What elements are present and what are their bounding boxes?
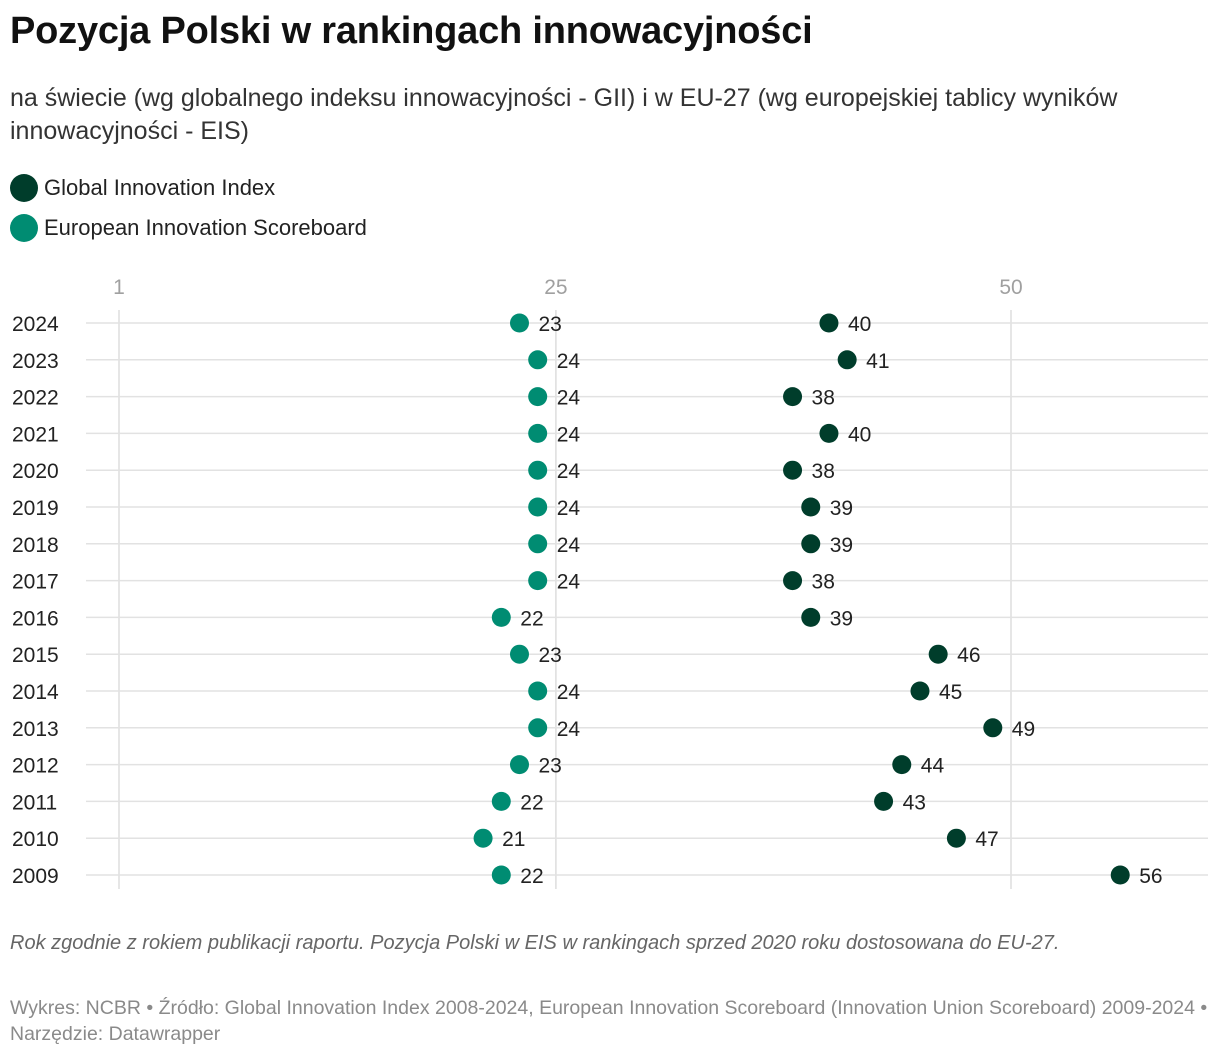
- year-label-2011: 2011: [12, 791, 57, 814]
- value-label-eis-2014: 24: [557, 681, 581, 704]
- value-label-gii-2014: 45: [939, 681, 962, 704]
- dot-eis-2019: [528, 497, 548, 517]
- legend-item-eis: European Innovation Scoreboard: [10, 208, 367, 248]
- value-label-eis-2015: 23: [538, 644, 561, 667]
- value-label-gii-2019: 39: [830, 497, 853, 520]
- chart-subtitle: na świecie (wg globalnego indeksu innowa…: [10, 84, 1118, 145]
- year-label-2018: 2018: [12, 534, 59, 557]
- tick-label-50: 50: [999, 276, 1022, 299]
- chart-note: Rok zgodnie z rokiem publikacji raportu.…: [10, 932, 1060, 954]
- dot-eis-2016: [491, 607, 511, 627]
- year-label-2022: 2022: [12, 387, 59, 410]
- legend-dot-gii: [10, 174, 38, 202]
- year-label-2010: 2010: [12, 828, 59, 851]
- dot-gii-2019: [801, 497, 821, 517]
- value-label-gii-2017: 38: [812, 571, 835, 594]
- value-label-eis-2023: 24: [557, 350, 581, 373]
- dot-gii-2017: [783, 571, 803, 591]
- value-label-eis-2024: 23: [538, 313, 561, 336]
- legend-item-gii: Global Innovation Index: [10, 168, 367, 208]
- dot-gii-2023: [837, 350, 857, 370]
- value-label-eis-2022: 24: [557, 387, 581, 410]
- dot-eis-2024: [509, 313, 529, 333]
- value-label-gii-2015: 46: [957, 644, 980, 667]
- year-label-2013: 2013: [12, 718, 59, 741]
- value-label-gii-2018: 39: [830, 534, 853, 557]
- year-label-2017: 2017: [12, 571, 59, 594]
- year-label-2019: 2019: [12, 497, 59, 520]
- dot-eis-2010: [473, 828, 493, 848]
- year-label-2009: 2009: [12, 865, 59, 888]
- dot-gii-2014: [910, 681, 930, 701]
- value-label-gii-2009: 56: [1139, 865, 1162, 888]
- legend-dot-eis: [10, 214, 38, 242]
- dot-eis-2015: [509, 644, 529, 664]
- dot-eis-2011: [491, 791, 511, 811]
- dot-gii-2022: [783, 387, 803, 407]
- legend: Global Innovation Index European Innovat…: [10, 168, 367, 248]
- tick-label-1: 1: [113, 276, 125, 299]
- value-label-eis-2010: 21: [502, 828, 525, 851]
- dot-eis-2014: [528, 681, 548, 701]
- dot-gii-2016: [801, 607, 821, 627]
- value-label-gii-2020: 38: [812, 460, 835, 483]
- dot-eis-2009: [491, 865, 511, 885]
- dot-gii-2015: [928, 644, 948, 664]
- value-label-gii-2024: 40: [848, 313, 871, 336]
- dot-eis-2022: [528, 387, 548, 407]
- dot-gii-2012: [892, 755, 912, 775]
- year-label-2012: 2012: [12, 755, 59, 778]
- chart-source: Wykres: NCBR • Źródło: Global Innovation…: [10, 997, 1208, 1045]
- value-label-gii-2023: 41: [866, 350, 889, 373]
- value-label-gii-2016: 39: [830, 607, 853, 630]
- value-label-gii-2010: 47: [975, 828, 998, 851]
- year-label-2016: 2016: [12, 607, 59, 630]
- dot-plot-chart: 1 25 50 2024 23 40 2023 24 41 2022 24 38 2021 24 40 202…: [12, 276, 1208, 889]
- dot-eis-2012: [509, 755, 529, 775]
- value-label-eis-2009: 22: [520, 865, 543, 888]
- dot-eis-2023: [528, 350, 548, 370]
- year-label-2024: 2024: [12, 313, 59, 336]
- value-label-eis-2019: 24: [557, 497, 581, 520]
- chart-title: Pozycja Polski w rankingach innowacyjnoś…: [10, 10, 813, 52]
- dot-gii-2011: [874, 791, 894, 811]
- value-label-eis-2013: 24: [557, 718, 581, 741]
- value-label-gii-2022: 38: [812, 387, 835, 410]
- value-label-eis-2020: 24: [557, 460, 581, 483]
- value-label-gii-2011: 43: [903, 791, 926, 814]
- dot-gii-2021: [819, 423, 839, 443]
- dot-gii-2013: [983, 718, 1003, 738]
- year-label-2023: 2023: [12, 350, 59, 373]
- dot-eis-2020: [528, 460, 548, 480]
- value-label-gii-2012: 44: [921, 755, 945, 778]
- dot-gii-2020: [783, 460, 803, 480]
- legend-label-gii: Global Innovation Index: [44, 175, 276, 200]
- dot-gii-2010: [946, 828, 966, 848]
- dot-gii-2009: [1110, 865, 1130, 885]
- value-label-gii-2013: 49: [1012, 718, 1035, 741]
- year-label-2014: 2014: [12, 681, 59, 704]
- year-label-2021: 2021: [12, 423, 59, 446]
- tick-label-25: 25: [544, 276, 567, 299]
- dot-eis-2021: [528, 423, 548, 443]
- dot-gii-2018: [801, 534, 821, 554]
- year-label-2015: 2015: [12, 644, 59, 667]
- value-label-eis-2012: 23: [538, 755, 561, 778]
- value-label-eis-2018: 24: [557, 534, 581, 557]
- value-label-eis-2011: 22: [520, 791, 543, 814]
- dot-eis-2017: [528, 571, 548, 591]
- value-label-eis-2021: 24: [557, 423, 581, 446]
- year-label-2020: 2020: [12, 460, 59, 483]
- legend-label-eis: European Innovation Scoreboard: [44, 215, 367, 240]
- dot-gii-2024: [819, 313, 839, 333]
- value-label-eis-2016: 22: [520, 607, 543, 630]
- dot-eis-2018: [528, 534, 548, 554]
- dot-eis-2013: [528, 718, 548, 738]
- value-label-gii-2021: 40: [848, 423, 871, 446]
- value-label-eis-2017: 24: [557, 571, 581, 594]
